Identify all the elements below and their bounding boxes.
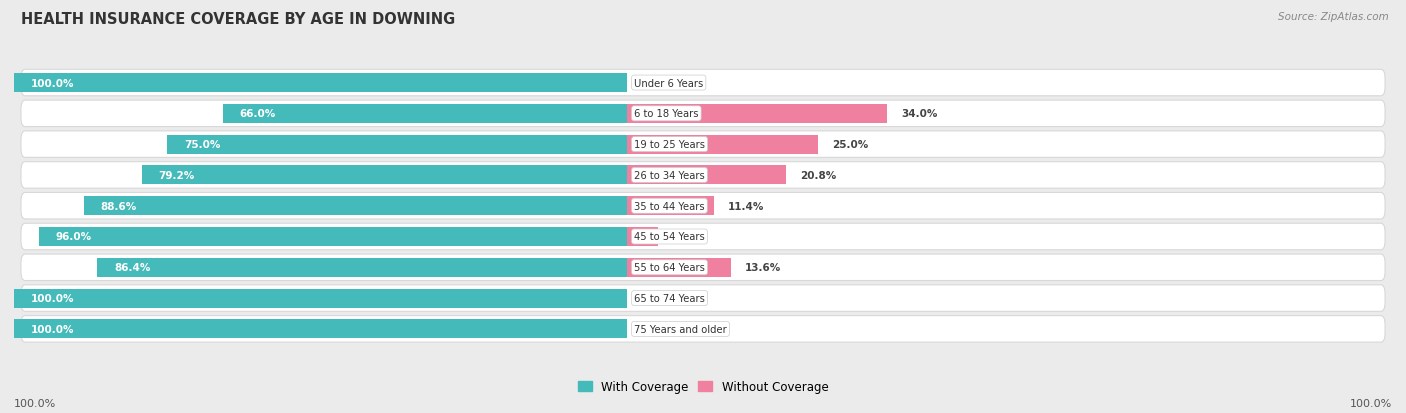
FancyBboxPatch shape — [21, 101, 1385, 127]
Text: HEALTH INSURANCE COVERAGE BY AGE IN DOWNING: HEALTH INSURANCE COVERAGE BY AGE IN DOWN… — [21, 12, 456, 27]
Text: 86.4%: 86.4% — [114, 263, 150, 273]
Bar — [14, 289, 627, 308]
Text: 100.0%: 100.0% — [1350, 398, 1392, 408]
Bar — [97, 258, 627, 277]
Bar — [627, 258, 731, 277]
Text: 100.0%: 100.0% — [31, 293, 75, 303]
Bar — [142, 166, 627, 185]
Text: 34.0%: 34.0% — [901, 109, 938, 119]
Text: 19 to 25 Years: 19 to 25 Years — [634, 140, 704, 150]
Text: 96.0%: 96.0% — [55, 232, 91, 242]
Text: 20.8%: 20.8% — [800, 171, 837, 180]
Text: 79.2%: 79.2% — [157, 171, 194, 180]
Text: 26 to 34 Years: 26 to 34 Years — [634, 171, 704, 180]
Text: 0.0%: 0.0% — [641, 78, 671, 88]
Text: 11.4%: 11.4% — [728, 201, 765, 211]
Text: 75 Years and older: 75 Years and older — [634, 324, 727, 334]
Bar — [627, 166, 786, 185]
Text: 100.0%: 100.0% — [31, 324, 75, 334]
Text: 75.0%: 75.0% — [184, 140, 221, 150]
FancyBboxPatch shape — [21, 254, 1385, 281]
Text: 25.0%: 25.0% — [832, 140, 869, 150]
Bar — [627, 135, 818, 154]
Legend: With Coverage, Without Coverage: With Coverage, Without Coverage — [572, 376, 834, 398]
Text: 88.6%: 88.6% — [100, 201, 136, 211]
FancyBboxPatch shape — [21, 132, 1385, 158]
Text: 65 to 74 Years: 65 to 74 Years — [634, 293, 704, 303]
Text: Source: ZipAtlas.com: Source: ZipAtlas.com — [1278, 12, 1389, 22]
Text: 0.0%: 0.0% — [641, 324, 671, 334]
FancyBboxPatch shape — [21, 70, 1385, 97]
Text: 45 to 54 Years: 45 to 54 Years — [634, 232, 704, 242]
Text: 0.0%: 0.0% — [641, 293, 671, 303]
Text: 13.6%: 13.6% — [745, 263, 782, 273]
Bar — [14, 74, 627, 93]
Bar — [222, 104, 627, 123]
Bar — [84, 197, 627, 216]
Bar — [627, 228, 658, 247]
Text: 55 to 64 Years: 55 to 64 Years — [634, 263, 704, 273]
Bar — [627, 104, 887, 123]
Bar — [627, 197, 714, 216]
Bar — [38, 228, 627, 247]
Bar — [167, 135, 627, 154]
FancyBboxPatch shape — [21, 316, 1385, 342]
Text: 66.0%: 66.0% — [239, 109, 276, 119]
Bar — [14, 320, 627, 339]
FancyBboxPatch shape — [21, 162, 1385, 189]
Text: Under 6 Years: Under 6 Years — [634, 78, 703, 88]
Text: 100.0%: 100.0% — [31, 78, 75, 88]
Text: 100.0%: 100.0% — [14, 398, 56, 408]
Text: 35 to 44 Years: 35 to 44 Years — [634, 201, 704, 211]
Text: 4.0%: 4.0% — [672, 232, 700, 242]
Text: 6 to 18 Years: 6 to 18 Years — [634, 109, 699, 119]
FancyBboxPatch shape — [21, 193, 1385, 219]
FancyBboxPatch shape — [21, 224, 1385, 250]
FancyBboxPatch shape — [21, 285, 1385, 311]
